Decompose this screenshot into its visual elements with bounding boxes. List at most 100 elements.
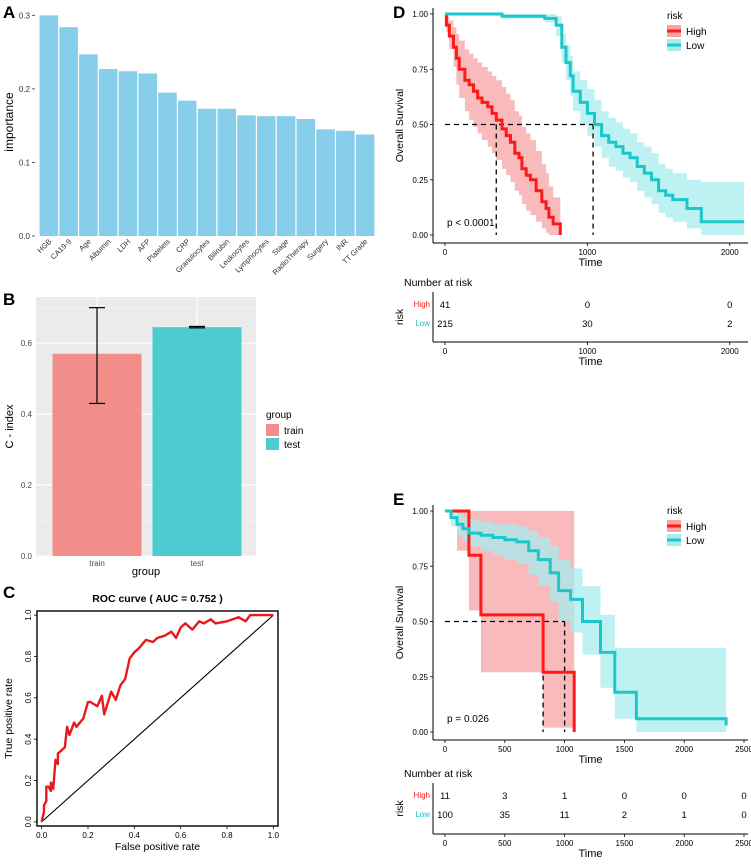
- x-tick-label: test: [191, 559, 205, 568]
- y-tick-label: 1.00: [412, 10, 428, 19]
- y-tick-label: 0.75: [412, 65, 428, 74]
- y-tick-label: 0.2: [24, 774, 33, 786]
- legend-label-low: Low: [686, 536, 705, 547]
- bar-crp: [177, 100, 197, 237]
- y-axis-label: C - index: [4, 404, 16, 449]
- y-tick-label: 0.00: [412, 728, 428, 737]
- risk-count: 0: [741, 810, 746, 821]
- y-tick-label: 0.6: [24, 692, 33, 704]
- bar-ldh: [118, 71, 138, 236]
- risk-table-x-tick-label: 2000: [675, 839, 693, 848]
- risk-table-y-label: risk: [394, 308, 406, 325]
- legend-title: risk: [667, 506, 684, 517]
- risk-table-x-tick-label: 2000: [721, 347, 739, 356]
- x-tick-label: Surgery: [305, 237, 330, 262]
- y-tick-label: 0.50: [412, 618, 428, 627]
- x-tick-label: 0.6: [175, 831, 187, 840]
- y-tick-label: 0.8: [24, 650, 33, 662]
- plot-frame: [36, 610, 279, 827]
- survival-curve-high: [444, 12, 562, 235]
- legend-title: risk: [667, 11, 684, 22]
- x-tick-label: 0: [443, 745, 448, 754]
- y-tick-label: 0.25: [412, 176, 428, 185]
- legend-swatch-train: [266, 424, 279, 436]
- survival-curve-low: [445, 509, 728, 726]
- risk-count: 35: [500, 810, 511, 821]
- x-tick-label: AFP: [135, 237, 152, 254]
- x-tick-label: 1000: [556, 745, 574, 754]
- legend-title: group: [266, 410, 292, 421]
- bar-leukocytes: [237, 115, 256, 236]
- risk-count: 30: [582, 319, 593, 330]
- risk-table-x-tick-label: 1000: [556, 839, 574, 848]
- risk-row-label-low: Low: [415, 319, 430, 328]
- y-tick-label: 1.00: [412, 507, 428, 516]
- y-tick-label: 0.4: [21, 410, 33, 419]
- risk-count: 2: [622, 810, 627, 821]
- bar-lymphocytes: [257, 116, 276, 236]
- risk-count: 41: [440, 300, 451, 311]
- bar-surgery: [316, 129, 335, 236]
- y-axis-label: True positive rate: [3, 678, 15, 759]
- risk-count: 11: [560, 810, 570, 821]
- x-tick-label: 2500: [735, 745, 751, 754]
- risk-count: 1: [562, 791, 567, 802]
- bar-inr: [336, 130, 355, 236]
- diagonal-reference-line: [41, 614, 274, 823]
- survival-curve-low: [445, 12, 744, 224]
- risk-table-x-tick-label: 0: [443, 839, 448, 848]
- x-tick-label: 2000: [675, 745, 693, 754]
- x-tick-label: Albumin: [87, 237, 113, 263]
- y-tick-label: 0.4: [24, 733, 33, 745]
- risk-count: 11: [440, 791, 450, 802]
- legend-label-low: Low: [686, 41, 705, 52]
- y-axis-label: Overall Survival: [394, 586, 406, 660]
- risk-table-x-tick-label: 1500: [616, 839, 634, 848]
- x-tick-label: 0.8: [221, 831, 233, 840]
- risk-count: 100: [437, 810, 453, 821]
- y-tick-label: 0.25: [412, 673, 428, 682]
- risk-count: 0: [682, 791, 687, 802]
- panel-letter-a: A: [3, 3, 15, 22]
- roc-curve-line: [40, 613, 274, 823]
- bar-albumin: [98, 69, 118, 236]
- bar-radiotherapy: [296, 119, 316, 236]
- legend-label-high: High: [686, 522, 707, 533]
- risk-count: 1: [682, 810, 687, 821]
- p-value-label: p < 0.0001: [447, 218, 495, 229]
- y-tick-label: 0.0: [19, 232, 31, 241]
- risk-count: 215: [437, 319, 453, 330]
- risk-count: 0: [622, 791, 627, 802]
- risk-table-x-label: Time: [578, 356, 602, 368]
- risk-count: 0: [741, 791, 746, 802]
- risk-count: 2: [727, 319, 732, 330]
- y-tick-label: 0.6: [21, 339, 33, 348]
- survival-chart-d: 0.000.250.500.751.000 1000 2000TimeOverall…: [394, 8, 748, 368]
- risk-row-label-low: Low: [415, 810, 430, 819]
- y-tick-label: 0.75: [412, 562, 428, 571]
- x-tick-label: CA19-9: [49, 237, 73, 261]
- bar-tt-grade: [355, 134, 375, 236]
- x-tick-label: 500: [498, 745, 512, 754]
- x-tick-label: 0.4: [129, 831, 141, 840]
- risk-count: 0: [585, 300, 590, 311]
- roc-curve-chart: ROC curve ( AUC = 0.752 ) 0.0 0.2 0.4 0.6 0.8…: [3, 593, 279, 853]
- y-tick-label: 0.0: [21, 552, 33, 561]
- risk-table-x-label: Time: [578, 848, 602, 860]
- y-axis-label: importance: [2, 92, 16, 152]
- legend-label-test: test: [284, 440, 300, 451]
- bar-stage: [276, 116, 296, 236]
- chart-title: ROC curve ( AUC = 0.752 ): [92, 593, 223, 605]
- risk-row-label-high: High: [414, 300, 430, 309]
- p-value-label: p = 0.026: [447, 714, 489, 725]
- risk-table-x-tick-label: 500: [498, 839, 512, 848]
- x-tick-label: 1500: [616, 745, 634, 754]
- x-tick-label: Age: [77, 237, 93, 253]
- survival-curve-high: [445, 509, 576, 732]
- risk-count: 0: [727, 300, 732, 311]
- c-index-chart: 0.0 0.2 0.4 0.6 train test group C - index group…: [4, 297, 303, 578]
- y-tick-label: 0.3: [19, 11, 31, 20]
- panel-letter-c: C: [3, 583, 15, 602]
